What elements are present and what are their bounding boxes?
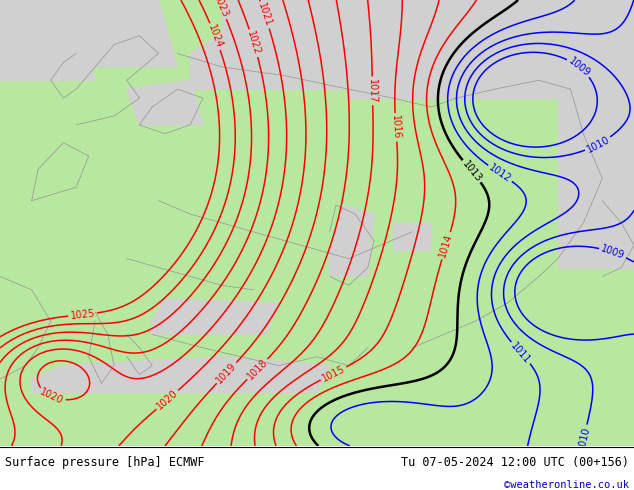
Polygon shape [51, 0, 178, 67]
Text: 1010: 1010 [576, 425, 592, 452]
Text: 1014: 1014 [438, 232, 455, 259]
Polygon shape [152, 299, 279, 334]
Text: 1015: 1015 [320, 364, 347, 384]
Text: 1019: 1019 [214, 361, 238, 385]
Text: 1024: 1024 [206, 23, 224, 50]
Text: 1023: 1023 [211, 0, 230, 19]
Polygon shape [558, 98, 634, 268]
Polygon shape [0, 0, 95, 80]
Text: 1020: 1020 [155, 388, 180, 412]
Text: Surface pressure [hPa] ECMWF: Surface pressure [hPa] ECMWF [5, 456, 205, 469]
Text: 1009: 1009 [566, 56, 592, 79]
Text: 1013: 1013 [460, 159, 483, 184]
Text: 1020: 1020 [39, 387, 65, 406]
Polygon shape [349, 36, 634, 98]
Polygon shape [0, 0, 634, 446]
Text: 1018: 1018 [245, 357, 269, 381]
Polygon shape [127, 80, 203, 125]
Text: 1025: 1025 [70, 308, 95, 321]
Polygon shape [190, 22, 349, 89]
Text: 1016: 1016 [390, 115, 401, 140]
Text: ©weatheronline.co.uk: ©weatheronline.co.uk [504, 480, 629, 490]
Text: 1022: 1022 [245, 30, 262, 56]
Text: 1012: 1012 [487, 162, 513, 185]
Polygon shape [330, 205, 374, 276]
Text: 1009: 1009 [600, 244, 626, 261]
Text: 1011: 1011 [509, 341, 533, 366]
Polygon shape [32, 357, 330, 392]
Polygon shape [393, 223, 431, 250]
Text: 1021: 1021 [256, 1, 273, 28]
Polygon shape [222, 0, 634, 36]
Text: 1010: 1010 [585, 134, 611, 154]
Text: Tu 07-05-2024 12:00 UTC (00+156): Tu 07-05-2024 12:00 UTC (00+156) [401, 456, 629, 469]
Text: 1017: 1017 [367, 78, 378, 103]
